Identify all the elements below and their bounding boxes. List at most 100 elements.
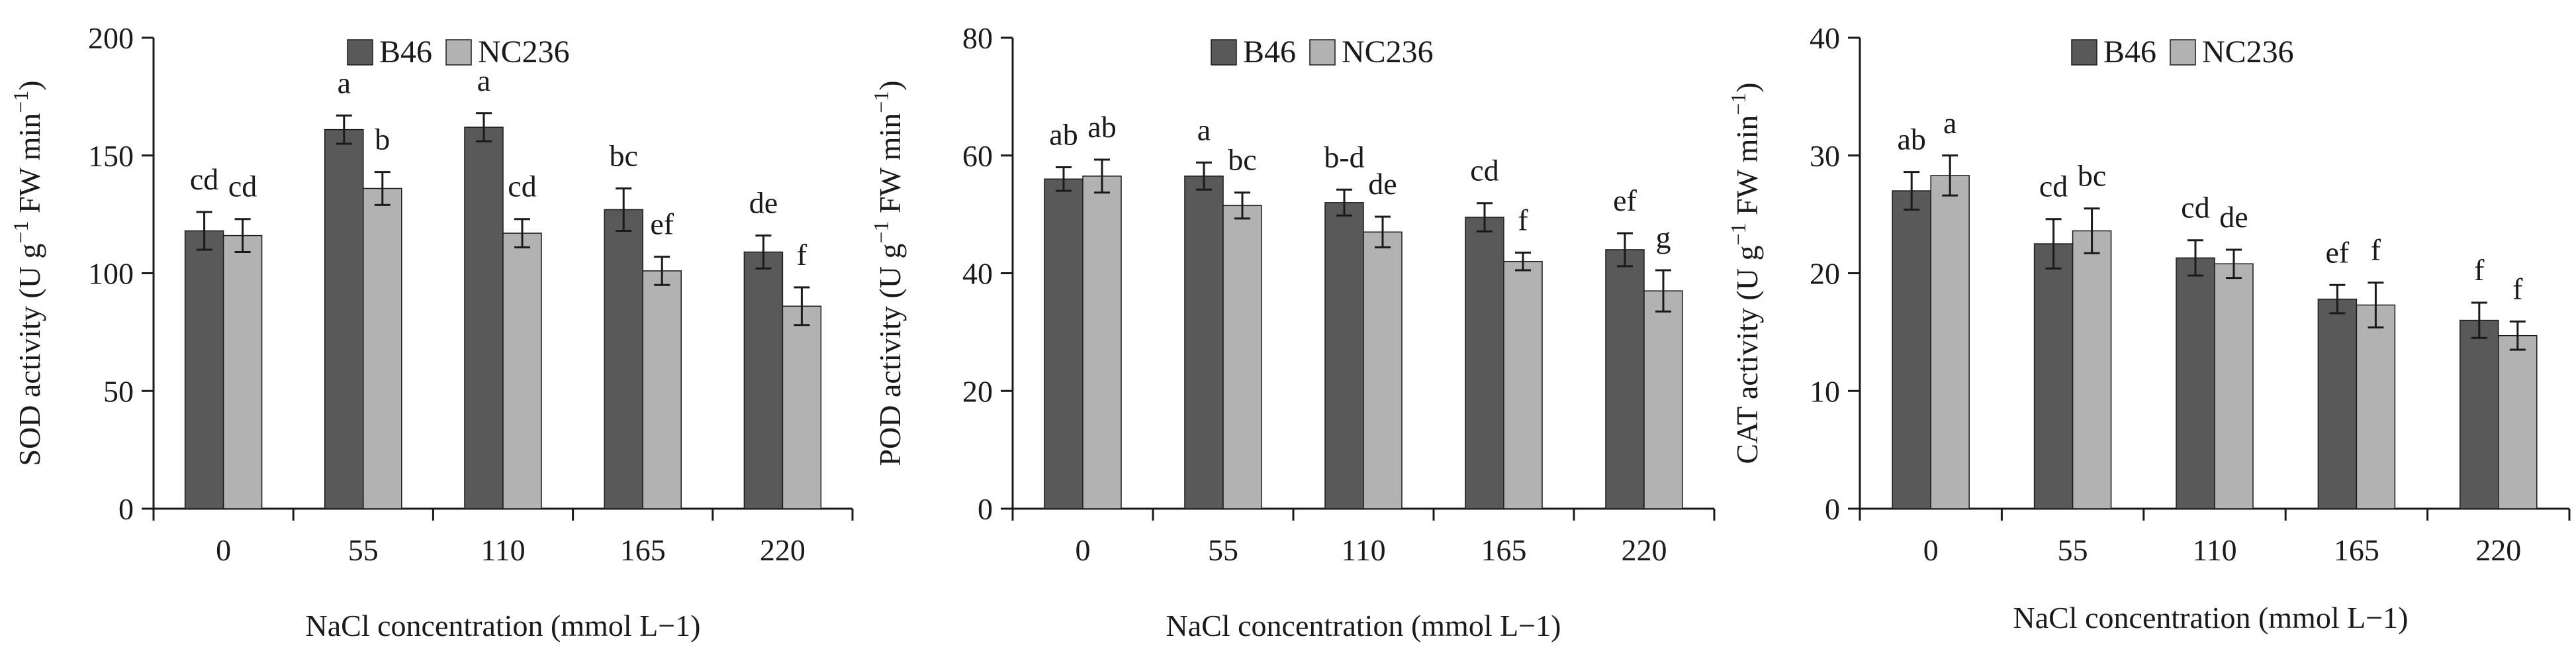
cat-y-tick-label: 0	[1825, 492, 1840, 526]
cat-bar-nc236	[2214, 263, 2254, 509]
pod-bar-nc236	[1503, 260, 1543, 509]
cat-bar-nc236	[2356, 304, 2396, 509]
pod-chart: 0 20 40 60 80 0 ab ab 55 abc 110 b-dde 165 cdf 220 efg B…	[869, 21, 1716, 642]
cat-significance-label: de	[2219, 200, 2248, 234]
cat-y-axis-title-part: CAT activity (U g	[1730, 246, 1764, 464]
cat-significance-label: cd	[2039, 170, 2068, 203]
pod-y-tick-label: 40	[962, 257, 993, 291]
sod-legend-label-b46: B46	[379, 34, 432, 70]
pod-y-tick-label: 20	[962, 374, 993, 408]
pod-significance-label: f	[1518, 203, 1528, 236]
sod-x-tick-label: 220	[760, 533, 805, 567]
pod-bar-nc236	[1643, 290, 1683, 509]
cat-y-tick-label: 10	[1810, 374, 1840, 408]
sod-x-tick-label: 55	[348, 533, 379, 567]
pod-significance-label: ef	[1613, 183, 1637, 217]
cat-bar-nc236	[1930, 175, 1970, 509]
sod-x-tick-label: 165	[620, 533, 666, 567]
sod-y-tick-label: 200	[88, 21, 134, 55]
sod-significance-label: de	[749, 186, 778, 220]
cat-y-axis-title-part: )	[1730, 82, 1764, 92]
pod-y-axis-title: POD activity (U g−1 FW min−1)	[869, 80, 907, 466]
sod-y-axis-title: SOD activity (U g−1 FW min−1)	[9, 80, 46, 466]
cat-significance-label: ab	[1897, 123, 1925, 156]
pod-bar-nc236	[1222, 205, 1262, 509]
sod-bar-b46	[743, 251, 784, 509]
pod-legend-label-nc236: NC236	[1342, 34, 1434, 70]
pod-y-tick-label: 60	[962, 139, 993, 173]
pod-y-axis-title-part: FW min	[873, 113, 907, 221]
cat-x-tick-label: 55	[2058, 533, 2088, 567]
sod-significance-label: a	[338, 66, 351, 99]
pod-significance-label: de	[1368, 167, 1397, 201]
cat-y-axis-title-part: FW min	[1730, 115, 1764, 223]
pod-x-axis-title: NaCl concentration (mmol L−1)	[1166, 609, 1561, 642]
cat-legend-label-b46: B46	[2103, 34, 2156, 70]
cat-y-tick-label: 40	[1810, 21, 1840, 55]
sod-significance-label: a	[477, 64, 490, 97]
sod-y-axis-title-part: )	[13, 80, 46, 90]
pod-x-tick-label: 110	[1341, 533, 1385, 567]
pod-bar-b46	[1044, 178, 1083, 509]
cat-legend-swatch-b46	[2071, 39, 2097, 66]
sod-x-axis-title: NaCl concentration (mmol L−1)	[306, 609, 701, 642]
sod-significance-label: ef	[650, 207, 674, 241]
pod-bar-nc236	[1363, 231, 1403, 509]
cat-bar-nc236	[2498, 334, 2538, 509]
cat-y-tick-label: 20	[1810, 257, 1840, 291]
pod-bar-b46	[1324, 202, 1364, 509]
pod-x-tick-label: 0	[1076, 533, 1091, 567]
cat-significance-label: ef	[2326, 235, 2350, 269]
cat-bar-b46	[2317, 298, 2358, 509]
pod-significance-label: g	[1656, 221, 1671, 254]
pod-legend-swatch-b46	[1211, 39, 1237, 66]
sod-y-tick-label: 100	[88, 257, 134, 291]
pod-bar-nc236	[1082, 176, 1122, 509]
pod-legend-label-b46: B46	[1243, 34, 1296, 70]
sod-bar-nc236	[782, 305, 822, 509]
pod-y-axis-title-part: POD activity (U g	[873, 244, 907, 466]
cat-significance-label: f	[2474, 253, 2485, 287]
pod-significance-label: bc	[1228, 143, 1256, 177]
sod-bar-b46	[604, 209, 643, 509]
pod-y-tick-label: 80	[962, 21, 993, 55]
cat-significance-label: a	[1943, 106, 1956, 140]
cat-y-axis-title-part: −1	[1726, 223, 1750, 245]
sod-y-tick-label: 50	[103, 374, 134, 408]
sod-legend-swatch-nc236	[445, 39, 472, 66]
sod-y-axis-title-part: −1	[9, 91, 32, 113]
sod-chart-panel: 0 50 100 150 200 0 cd cd 55 a b 110 a cd 165 bc ef 220 de f…	[0, 0, 860, 662]
sod-x-tick-label: 0	[216, 533, 231, 567]
cat-bar-nc236	[2072, 230, 2112, 509]
pod-y-axis-title-part: )	[873, 80, 907, 90]
cat-x-axis-title: NaCl concentration (mmol L−1)	[2013, 601, 2409, 635]
sod-significance-label: cd	[190, 162, 218, 196]
cat-x-tick-label: 110	[2192, 533, 2236, 567]
cat-x-tick-label: 165	[2334, 533, 2379, 567]
sod-bar-nc236	[363, 187, 402, 509]
sod-y-axis-title-part: −1	[9, 221, 32, 244]
pod-chart-panel: 0 20 40 60 80 0 ab ab 55 a bc 110 b-d de 165 cd f 220 ef g B…	[860, 0, 1721, 662]
sod-y-axis-title-part: FW min	[13, 113, 46, 221]
sod-legend-label-nc236: NC236	[478, 34, 570, 70]
sod-bar-nc236	[642, 270, 682, 509]
sod-y-tick-label: 0	[118, 492, 134, 526]
sod-significance-label: cd	[228, 170, 257, 203]
pod-x-tick-label: 165	[1481, 533, 1527, 567]
sod-legend-swatch-b46	[347, 39, 373, 66]
pod-bar-b46	[1605, 249, 1645, 509]
sod-bar-b46	[184, 230, 224, 509]
cat-y-tick-label: 30	[1810, 139, 1840, 173]
pod-significance-label: b-d	[1324, 140, 1364, 174]
pod-significance-label: ab	[1087, 110, 1116, 144]
cat-bar-b46	[2460, 319, 2499, 509]
pod-significance-label: cd	[1470, 154, 1498, 187]
pod-y-axis-title-part: −1	[869, 91, 893, 113]
sod-bar-b46	[464, 127, 504, 509]
pod-bar-b46	[1465, 217, 1504, 509]
cat-significance-label: bc	[2078, 159, 2106, 193]
pod-bar-b46	[1184, 176, 1224, 509]
sod-y-tick-label: 150	[88, 139, 134, 173]
pod-x-tick-label: 55	[1208, 533, 1238, 567]
